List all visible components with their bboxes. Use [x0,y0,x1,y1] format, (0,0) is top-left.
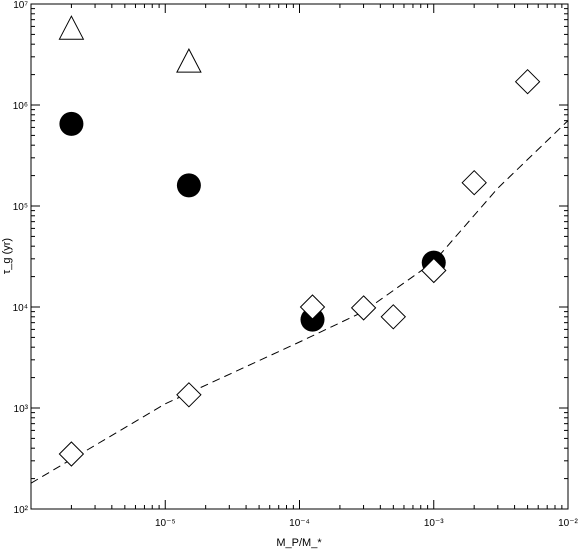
x-tick-label: 10⁻⁵ [155,518,176,529]
open-diamond-point [176,382,202,408]
open-diamond-point [421,257,447,284]
plot-frame [30,3,569,510]
x-tick-label: 10⁻³ [424,518,444,529]
y-tick-label: 10² [14,505,29,516]
y-tick-label: 10⁵ [13,202,28,213]
y-tick-label: 10⁶ [13,101,28,112]
open-triangle-point [58,15,85,40]
model-curve-layer [30,120,569,484]
x-axis-label: M_P/M_* [276,537,322,549]
filled-circle-point [59,111,84,136]
y-tick-label: 10⁴ [13,303,28,314]
open-diamond-point [380,304,407,330]
x-tick-label: 10⁻² [558,518,578,529]
filled-circle-point [176,173,201,198]
y-tick-label: 10⁷ [13,0,28,11]
tick-labels: 10⁻⁵ 10⁻⁴ 10⁻³ 10⁻² 10² 10³ 10⁴ 10⁵ 10⁶ 10⁷ [13,0,578,529]
y-axis-label: τ_g (yr) [1,238,13,274]
axis-ticks [30,4,568,510]
open-diamond-point [461,169,487,196]
open-diamond-point [299,294,326,320]
open-diamond-point [58,441,85,467]
open-diamond-point [514,68,541,95]
y-tick-label: 10³ [14,404,29,415]
model-dashed-curve [30,120,569,484]
open-diamond-point [350,295,377,321]
x-tick-label: 10⁻⁴ [289,518,310,529]
data-markers [58,15,541,467]
open-triangle-point [176,48,202,73]
